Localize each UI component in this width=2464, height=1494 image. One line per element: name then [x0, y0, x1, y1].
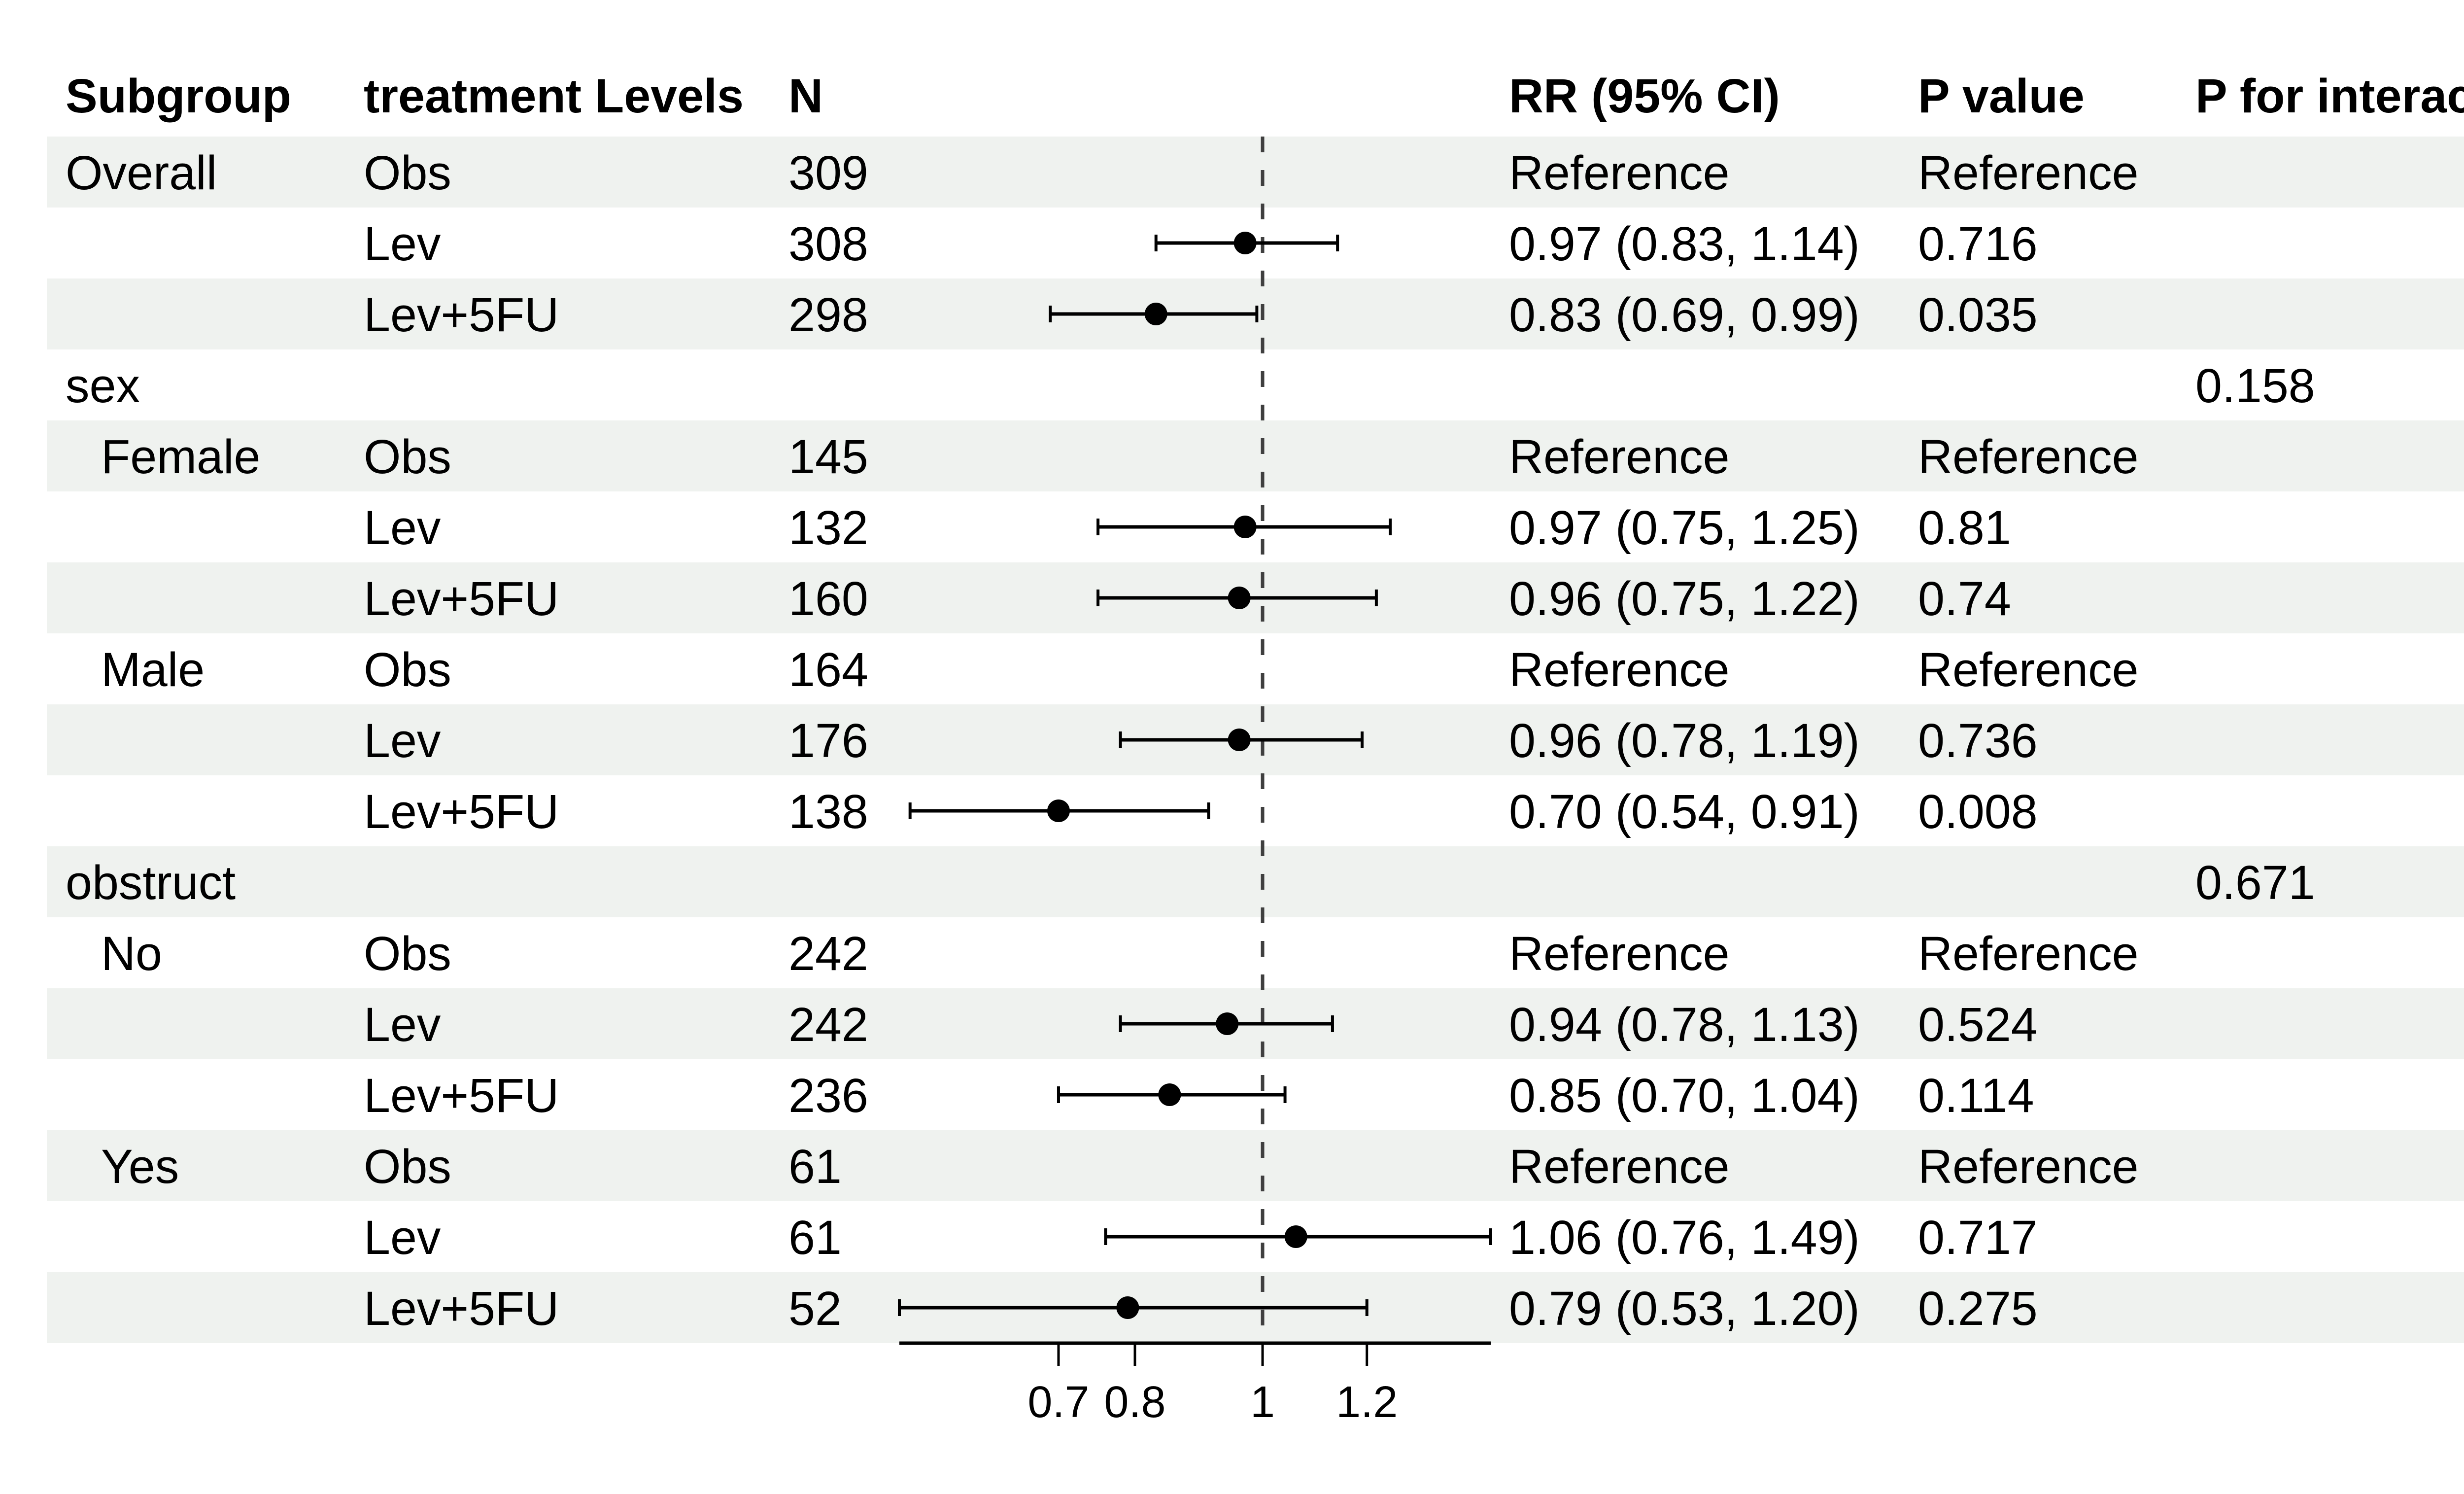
- x-axis-tick-label: 1: [1250, 1378, 1275, 1427]
- rr-ci-cell: Reference: [1509, 1140, 1730, 1193]
- table-row: Lev+5FU 52 0.79 (0.53, 1.20) 0.275: [47, 1272, 2464, 1343]
- table-row: obstruct 0.671: [47, 846, 2464, 917]
- table-row: Lev+5FU 236 0.85 (0.70, 1.04) 0.114: [47, 1059, 2464, 1130]
- table-row: Lev 61 1.06 (0.76, 1.49) 0.717: [47, 1201, 2464, 1272]
- rr-ci-cell: Reference: [1509, 927, 1730, 980]
- p-value-cell: Reference: [1918, 927, 2139, 980]
- col-header-rr-ci: RR (95% CI): [1509, 69, 1780, 123]
- treatment-cell: Lev: [364, 998, 441, 1051]
- p-value-cell: 0.81: [1918, 501, 2011, 555]
- treatment-cell: Obs: [364, 643, 451, 696]
- rr-ci-cell: Reference: [1509, 146, 1730, 200]
- n-cell: 308: [788, 217, 868, 271]
- col-header-n: N: [788, 69, 823, 123]
- p-value-cell: 0.008: [1918, 785, 2038, 838]
- p-interaction-cell: 0.671: [2195, 856, 2315, 909]
- table-row: sex 0.158: [47, 349, 2464, 420]
- table-row: Lev+5FU 160 0.96 (0.75, 1.22) 0.74: [47, 562, 2464, 633]
- subgroup-cell: sex: [66, 359, 140, 413]
- rr-ci-cell: 0.83 (0.69, 0.99): [1509, 288, 1860, 342]
- treatment-cell: Obs: [364, 927, 451, 980]
- n-cell: 61: [788, 1211, 842, 1264]
- p-value-cell: Reference: [1918, 1140, 2139, 1193]
- n-cell: 61: [788, 1140, 842, 1193]
- rr-ci-cell: 0.70 (0.54, 0.91): [1509, 785, 1860, 838]
- table-row: Lev+5FU 138 0.70 (0.54, 0.91) 0.008: [47, 775, 2464, 846]
- subgroup-cell: obstruct: [66, 856, 236, 909]
- col-header-treatment: treatment Levels: [364, 69, 744, 123]
- n-cell: 164: [788, 643, 868, 696]
- table-row: Lev 176 0.96 (0.78, 1.19) 0.736: [47, 704, 2464, 775]
- n-cell: 242: [788, 998, 868, 1051]
- rr-ci-cell: 1.06 (0.76, 1.49): [1509, 1211, 1860, 1264]
- rr-ci-cell: 0.94 (0.78, 1.13): [1509, 998, 1860, 1051]
- rr-ci-cell: 0.96 (0.75, 1.22): [1509, 572, 1860, 625]
- rr-ci-cell: 0.79 (0.53, 1.20): [1509, 1282, 1860, 1335]
- table-row: Male Obs 164 Reference Reference: [47, 633, 2464, 704]
- table-row: Lev 308 0.97 (0.83, 1.14) 0.716: [47, 208, 2464, 278]
- treatment-cell: Lev: [364, 1211, 441, 1264]
- n-cell: 176: [788, 714, 868, 767]
- table-row: Yes Obs 61 Reference Reference: [47, 1130, 2464, 1201]
- treatment-cell: Lev+5FU: [364, 785, 559, 838]
- p-value-cell: Reference: [1918, 146, 2139, 200]
- n-cell: 236: [788, 1069, 868, 1122]
- p-value-cell: 0.74: [1918, 572, 2011, 625]
- rr-ci-cell: Reference: [1509, 643, 1730, 696]
- table-row: Lev 132 0.97 (0.75, 1.25) 0.81: [47, 491, 2464, 562]
- treatment-cell: Lev+5FU: [364, 1282, 559, 1335]
- rr-ci-cell: 0.85 (0.70, 1.04): [1509, 1069, 1860, 1122]
- subgroup-cell: Yes: [101, 1140, 179, 1193]
- n-cell: 242: [788, 927, 868, 980]
- treatment-cell: Lev: [364, 501, 441, 555]
- n-cell: 52: [788, 1282, 842, 1335]
- x-axis-tick-label: 1.2: [1336, 1378, 1398, 1427]
- treatment-cell: Lev+5FU: [364, 1069, 559, 1122]
- x-axis-tick-label: 0.7: [1027, 1378, 1089, 1427]
- rr-ci-cell: 0.96 (0.78, 1.19): [1509, 714, 1860, 767]
- table-row: Lev 242 0.94 (0.78, 1.13) 0.524: [47, 988, 2464, 1059]
- rr-ci-cell: 0.97 (0.83, 1.14): [1509, 217, 1860, 271]
- treatment-cell: Lev+5FU: [364, 572, 559, 625]
- p-value-cell: 0.035: [1918, 288, 2038, 342]
- n-cell: 145: [788, 430, 868, 484]
- p-value-cell: 0.736: [1918, 714, 2038, 767]
- n-cell: 309: [788, 146, 868, 200]
- x-axis-tick-label: 0.8: [1104, 1378, 1165, 1427]
- table-row: Overall Obs 309 Reference Reference: [47, 137, 2464, 208]
- p-interaction-cell: 0.158: [2195, 359, 2315, 413]
- table-row: Female Obs 145 Reference Reference: [47, 420, 2464, 491]
- col-header-subgroup: Subgroup: [66, 69, 291, 123]
- p-value-cell: 0.717: [1918, 1211, 2038, 1264]
- table-row: Lev+5FU 298 0.83 (0.69, 0.99) 0.035: [47, 278, 2464, 349]
- subgroup-cell: Female: [101, 430, 261, 484]
- treatment-cell: Lev: [364, 714, 441, 767]
- n-cell: 160: [788, 572, 868, 625]
- subgroup-cell: Overall: [66, 146, 217, 200]
- col-header-p-value: P value: [1918, 69, 2085, 123]
- subgroup-cell: No: [101, 927, 162, 980]
- subgroup-cell: Male: [101, 643, 205, 696]
- rr-ci-cell: 0.97 (0.75, 1.25): [1509, 501, 1860, 555]
- p-value-cell: 0.716: [1918, 217, 2038, 271]
- n-cell: 138: [788, 785, 868, 838]
- p-value-cell: 0.275: [1918, 1282, 2038, 1335]
- treatment-cell: Lev+5FU: [364, 288, 559, 342]
- p-value-cell: Reference: [1918, 430, 2139, 484]
- p-value-cell: Reference: [1918, 643, 2139, 696]
- treatment-cell: Obs: [364, 1140, 451, 1193]
- rr-ci-cell: Reference: [1509, 430, 1730, 484]
- treatment-cell: Obs: [364, 430, 451, 484]
- p-value-cell: 0.524: [1918, 998, 2038, 1051]
- treatment-cell: Obs: [364, 146, 451, 200]
- col-header-p-interaction: P for interaction: [2195, 69, 2464, 123]
- n-cell: 298: [788, 288, 868, 342]
- p-value-cell: 0.114: [1918, 1069, 2034, 1122]
- table-row: No Obs 242 Reference Reference: [47, 917, 2464, 988]
- n-cell: 132: [788, 501, 868, 555]
- treatment-cell: Lev: [364, 217, 441, 271]
